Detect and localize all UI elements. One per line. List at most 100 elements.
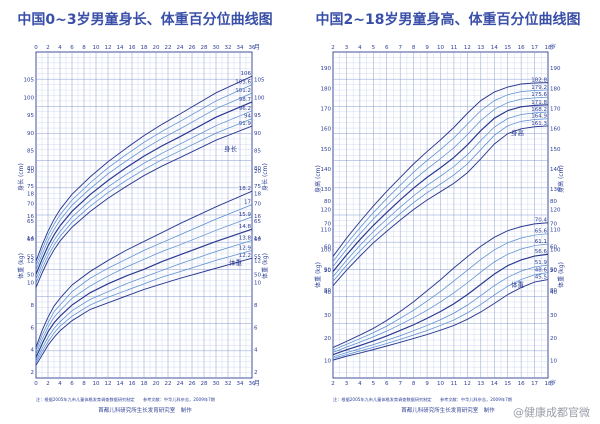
x-unit-top: 岁	[550, 43, 556, 51]
x-tick-label-top: 16	[518, 45, 525, 51]
x-tick-label-bottom: 36	[249, 381, 256, 387]
weight-tick-label-right: 80	[550, 199, 557, 205]
height-tick-label-left: 75	[27, 184, 34, 190]
height-tick-label-right: 180	[550, 86, 561, 92]
x-tick-label-bottom: 32	[225, 381, 232, 387]
x-tick-label-top: 8	[412, 45, 416, 51]
weight-tick-label-left: 60	[324, 244, 331, 250]
curves-left: 91.994 96.2 98.7 101.2 103.6 106 12.2 12.9 13.8 1…	[35, 71, 253, 366]
height-tick-label-right: 170	[550, 106, 561, 112]
height-end-value-75th: 175.6	[531, 92, 547, 98]
x-tick-label-bottom: 16	[518, 381, 525, 387]
height-tick-label-left: 105	[24, 78, 35, 84]
weight-tick-label-left: 6	[31, 325, 35, 331]
x-tick-label-top: 7	[398, 45, 402, 51]
x-tick-label-top: 24	[177, 45, 184, 51]
weight-tick-label-left: 8	[31, 303, 35, 309]
weight-end-value-75th: 61.1	[535, 239, 547, 245]
x-tick-label-bottom: 28	[201, 381, 208, 387]
height-end-value-50th: 171.8	[531, 100, 547, 106]
tick-labels-left: 0022446688101012121414161618182020222224…	[17, 44, 269, 387]
height-end-value-10th: 164.9	[531, 114, 547, 120]
height-tick-label-right: 80	[254, 166, 261, 172]
height-tick-label-left: 170	[321, 106, 332, 112]
weight-tick-label-left: 30	[324, 313, 331, 319]
weight-axis-label-left: 体重 (kg)	[17, 253, 25, 279]
x-tick-label-bottom: 8	[82, 381, 86, 387]
height-axis-label-left: 身长 (cm)	[17, 163, 25, 191]
height-tick-label-right: 150	[550, 147, 561, 153]
x-tick-label-bottom: 18	[545, 381, 552, 387]
height-curve-90th	[35, 84, 253, 266]
x-tick-label-bottom: 3	[345, 381, 349, 387]
height-tick-label-left: 90	[27, 131, 34, 137]
x-tick-label-top: 5	[372, 45, 376, 51]
height-tick-label-left: 55	[27, 255, 34, 261]
weight-tick-label-left: 40	[324, 290, 331, 296]
weight-tick-label-left: 14	[27, 236, 34, 242]
weight-curve-90th	[35, 204, 253, 351]
weight-end-value-90th: 65.6	[535, 229, 548, 235]
chart-title-right: 中国2~18岁男童身高、体重百分位曲线图	[316, 11, 581, 28]
weight-end-value-3rd: 45.5	[535, 275, 548, 281]
chart-0-3-boys: 中国0~3岁男童身长、体重百分位曲线图 91.99496.298.7101.21…	[17, 11, 273, 414]
height-tick-label-left: 120	[321, 207, 332, 213]
weight-axis-label-right: 体重 (kg)	[261, 253, 269, 279]
height-tick-label-right: 60	[254, 237, 261, 243]
weight-curve-label-left: 体重	[229, 258, 243, 267]
weight-curve-97th	[35, 190, 253, 348]
height-end-value-10th: 94	[244, 114, 251, 120]
height-axis-label-left: 身高 (cm)	[314, 165, 322, 193]
x-tick-label-top: 13	[477, 45, 484, 51]
weight-tick-label-left: 2	[31, 370, 35, 376]
weight-curve-97th	[332, 222, 549, 349]
weight-end-value-10th: 12.9	[239, 245, 252, 251]
x-tick-label-bottom: 13	[477, 381, 484, 387]
x-tick-label-top: 4	[358, 45, 362, 51]
weight-tick-label-right: 60	[550, 244, 557, 250]
height-tick-label-right: 85	[254, 148, 261, 154]
height-end-value-90th: 103.6	[235, 80, 251, 86]
weight-tick-label-right: 70	[550, 222, 557, 228]
x-tick-label-top: 22	[165, 45, 172, 51]
height-tick-label-right: 140	[550, 167, 561, 173]
height-tick-label-left: 90	[324, 268, 331, 274]
x-tick-label-bottom: 14	[491, 381, 498, 387]
weight-tick-label-right: 30	[550, 313, 557, 319]
x-tick-label-bottom: 12	[464, 381, 471, 387]
height-end-value-3rd: 161.3	[531, 121, 547, 127]
height-tick-label-left: 80	[324, 288, 331, 294]
tick-labels-right: 2 2 3 3 4 4 5 5 6 6 7 7 8 8 9 9 10 10 11 11 12 12 13 13 14 14 15 15…	[314, 43, 565, 387]
height-tick-label-left: 70	[27, 202, 34, 208]
weight-tick-label-left: 18	[27, 191, 34, 197]
weight-end-value-75th: 15.9	[239, 212, 252, 218]
x-tick-label-bottom: 6	[385, 381, 389, 387]
height-tick-label-right: 95	[254, 113, 261, 119]
x-tick-label-bottom: 7	[398, 381, 402, 387]
x-tick-label-top: 18	[141, 45, 148, 51]
height-tick-label-left: 130	[321, 187, 332, 193]
height-tick-label-left: 150	[321, 147, 332, 153]
height-tick-label-right: 130	[550, 187, 561, 193]
height-tick-label-right: 65	[254, 219, 261, 225]
height-tick-label-left: 180	[321, 86, 332, 92]
weight-end-value-97th: 70.4	[535, 218, 548, 224]
height-tick-label-right: 160	[550, 127, 561, 133]
height-curve-97th	[332, 82, 549, 257]
x-tick-label-top: 17	[531, 45, 538, 51]
height-tick-label-left: 110	[321, 227, 332, 233]
x-tick-label-top: 2	[331, 45, 335, 51]
x-tick-label-bottom: 12	[105, 381, 112, 387]
x-tick-label-bottom: 8	[412, 381, 416, 387]
height-tick-label-left: 80	[27, 166, 34, 172]
weight-axis-label-right: 体重 (kg)	[557, 262, 565, 288]
footnote-left: 注：根据2005年九市儿童体格发育调查数据研究制定 参考文献：中华儿科杂志，20…	[36, 396, 215, 403]
height-tick-label-left: 160	[321, 127, 332, 133]
height-curve-10th	[332, 118, 549, 282]
weight-tick-label-right: 14	[254, 236, 261, 242]
weight-tick-label-right: 18	[254, 191, 261, 197]
weight-curve-90th	[332, 233, 549, 351]
weight-curve-25th	[35, 239, 253, 362]
weight-tick-label-right: 2	[254, 370, 258, 376]
